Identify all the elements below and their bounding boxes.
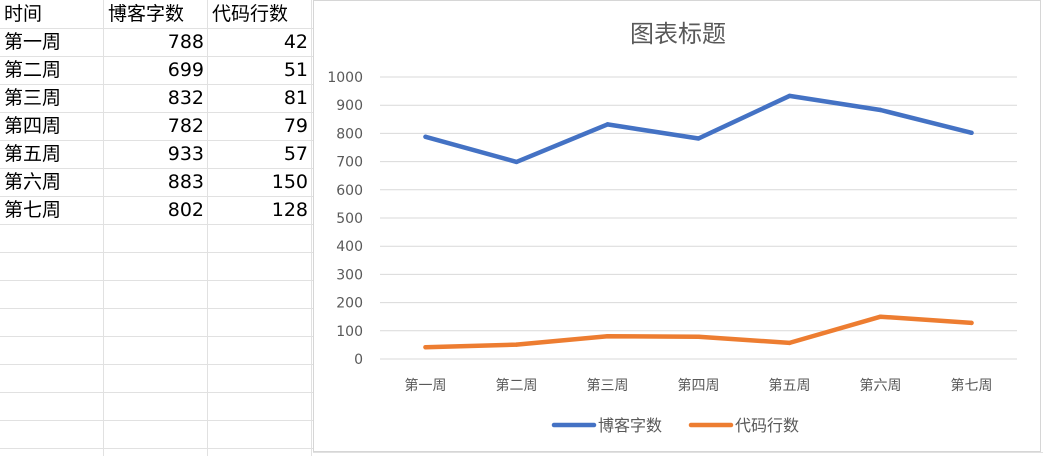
data-point[interactable] [969,130,974,136]
series-line-blog-words[interactable] [423,93,974,165]
data-point[interactable] [514,159,519,165]
data-point[interactable] [605,122,610,127]
data-point[interactable] [514,342,519,347]
y-tick-label: 200 [336,296,363,312]
data-point[interactable] [787,93,792,99]
legend-label[interactable]: 博客字数 [598,416,662,435]
y-tick-label: 700 [336,155,363,171]
y-tick-label: 600 [336,183,363,199]
series-line-code-lines[interactable] [423,314,974,350]
legend-label[interactable]: 代码行数 [735,416,799,435]
row-divider [0,84,313,85]
cell-code-lines[interactable]: 42 [283,31,308,53]
row-divider [0,420,313,421]
series-lines[interactable] [423,93,974,350]
line-chart[interactable]: 图表标题 0 100 200 300 400 500 600 700 800 900 1000 第一… [314,1,1040,451]
cell-code-lines[interactable]: 57 [283,143,308,165]
cell-code-lines[interactable]: 79 [283,115,308,137]
x-axis-tick-labels: 第一周 第二周 第三周 第四周 第五周 第六周 第七周 [405,377,993,394]
y-tick-label: 500 [336,211,363,227]
y-axis-tick-labels: 0 100 200 300 400 500 600 700 800 900 1000 [327,70,363,368]
row-divider [0,224,313,225]
y-tick-label: 400 [336,239,363,255]
row-divider [0,56,313,57]
data-point[interactable] [605,333,610,339]
row-divider [0,196,313,197]
y-tick-label: 300 [336,267,363,283]
row-divider [0,140,313,141]
data-point[interactable] [423,134,428,139]
data-point[interactable] [787,340,792,346]
row-divider [0,392,313,393]
data-point[interactable] [423,344,428,350]
row-divider [0,28,313,29]
y-tick-label: 1000 [327,70,363,86]
y-tick-label: 0 [354,352,363,368]
chart-area[interactable]: 图表标题 0 100 200 300 400 500 600 700 800 900 1000 第一… [313,0,1041,452]
row-divider [0,336,313,337]
data-point[interactable] [696,136,701,141]
cell-week[interactable]: 第四周 [4,115,62,137]
x-tick-label: 第五周 [769,377,811,394]
x-tick-label: 第四周 [678,377,720,394]
cell-blog-words[interactable]: 832 [167,87,204,109]
x-tick-label: 第一周 [405,377,447,394]
x-tick-label: 第二周 [496,377,538,394]
x-tick-label: 第六周 [860,377,902,394]
cell-week[interactable]: 第一周 [4,31,62,53]
data-point[interactable] [969,320,974,326]
column-divider [311,0,312,456]
x-tick-label: 第三周 [587,377,629,394]
y-tick-label: 900 [336,98,363,114]
data-point[interactable] [696,334,701,339]
gridlines [380,76,1017,360]
cell-blog-words[interactable]: 782 [167,115,204,137]
row-divider [0,364,313,365]
row-divider [0,448,313,449]
cell-blog-words[interactable]: 802 [167,199,204,221]
cell-blog-words[interactable]: 933 [167,143,204,165]
column-divider [103,0,104,456]
row-divider [0,252,313,253]
cell-week[interactable]: 第二周 [4,59,62,81]
cell-blog-words[interactable]: 699 [167,59,204,81]
column-divider [207,0,208,456]
data-point[interactable] [878,107,883,113]
row-divider [0,308,313,309]
row-divider [0,112,313,113]
cell-week[interactable]: 第五周 [4,143,62,165]
cell-week[interactable]: 第三周 [4,87,62,109]
data-point[interactable] [878,314,883,319]
header-cell-blog-words[interactable]: 博客字数 [108,3,185,25]
cell-code-lines[interactable]: 81 [283,87,308,109]
cell-blog-words[interactable]: 883 [167,171,204,193]
row-divider [0,168,313,169]
row-divider [313,452,1043,453]
header-cell-code-lines[interactable]: 代码行数 [212,3,289,25]
cell-week[interactable]: 第七周 [4,199,62,221]
row-divider [0,280,313,281]
cell-code-lines[interactable]: 51 [283,59,308,81]
cell-week[interactable]: 第六周 [4,171,62,193]
cell-code-lines[interactable]: 150 [271,171,308,193]
y-tick-label: 800 [336,126,363,142]
chart-title[interactable]: 图表标题 [630,20,726,48]
x-tick-label: 第七周 [951,377,993,394]
cell-code-lines[interactable]: 128 [271,199,308,221]
cell-blog-words[interactable]: 788 [167,31,204,53]
y-tick-label: 100 [336,324,363,340]
legend[interactable]: 博客字数 代码行数 [551,416,799,435]
header-cell-time[interactable]: 时间 [4,3,43,25]
